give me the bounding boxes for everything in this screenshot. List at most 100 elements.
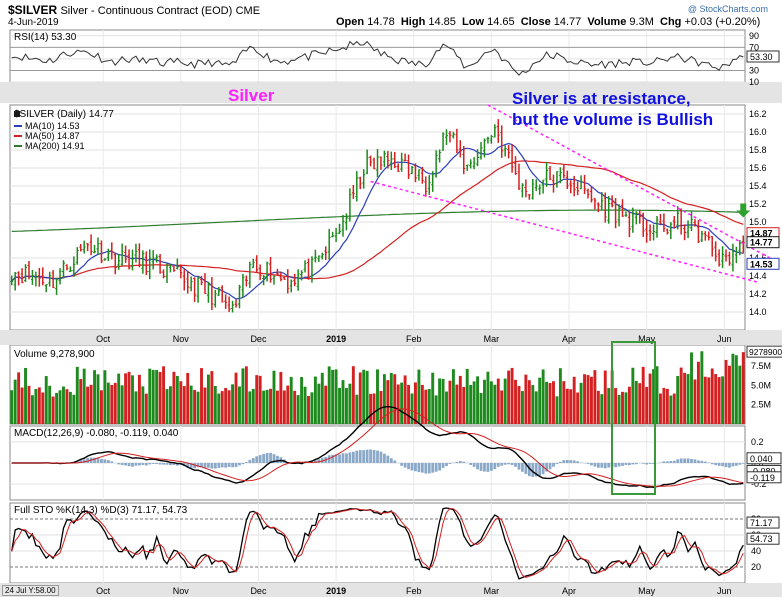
price-bar bbox=[441, 132, 445, 151]
price-bar bbox=[734, 246, 738, 264]
price-bar bbox=[665, 228, 669, 235]
price-bar bbox=[41, 267, 45, 286]
macd-line bbox=[11, 405, 744, 489]
volume-bar bbox=[269, 388, 272, 424]
volume-bar bbox=[403, 375, 407, 424]
volume-bar bbox=[286, 385, 290, 424]
volume-bar bbox=[227, 390, 231, 424]
volume-bar bbox=[358, 372, 362, 424]
price-bar bbox=[348, 188, 352, 222]
price-bar bbox=[179, 264, 183, 279]
macd-histogram-bar bbox=[234, 463, 238, 468]
volume-bar bbox=[534, 391, 538, 424]
macd-histogram-bar bbox=[703, 461, 707, 463]
price-bar bbox=[579, 175, 583, 190]
price-bar bbox=[296, 269, 300, 291]
price-bar bbox=[676, 206, 680, 230]
price-bar bbox=[420, 166, 424, 184]
price-bar bbox=[310, 256, 314, 283]
price-bar bbox=[589, 185, 593, 203]
volume-bar bbox=[189, 385, 193, 424]
price-bar bbox=[320, 252, 324, 260]
resistance-annotation-line2: but the volume is Bullish bbox=[512, 110, 714, 129]
chart-date: 4-Jun-2019 bbox=[8, 17, 59, 28]
price-bar bbox=[514, 156, 518, 175]
macd-histogram-bar bbox=[365, 449, 369, 463]
price-bar bbox=[696, 220, 700, 244]
macd-histogram-bar bbox=[500, 463, 504, 466]
price-bar bbox=[20, 268, 24, 284]
macd-histogram-bar bbox=[731, 463, 735, 467]
volume-bar bbox=[175, 375, 179, 424]
sto-value-tag bbox=[746, 532, 780, 545]
macd-histogram-bar bbox=[645, 463, 649, 465]
volume-bar bbox=[355, 394, 359, 424]
price-bar bbox=[355, 171, 359, 202]
macd-histogram-bar bbox=[438, 463, 441, 471]
price-bar bbox=[351, 184, 355, 199]
price-bar bbox=[690, 211, 694, 231]
price-bar bbox=[200, 276, 204, 286]
price-bar bbox=[407, 154, 411, 179]
close-value: 14.77 bbox=[553, 16, 582, 28]
price-bar bbox=[648, 224, 652, 241]
price-bar bbox=[103, 258, 107, 261]
price-bar bbox=[275, 268, 279, 276]
volume-bar bbox=[10, 390, 14, 424]
macd-histogram-bar bbox=[445, 463, 448, 467]
xaxis-strip-bottom bbox=[0, 583, 782, 597]
volume-bar bbox=[41, 392, 45, 424]
price-bar bbox=[431, 171, 435, 192]
volume-bar bbox=[655, 366, 659, 424]
macd-histogram-bar bbox=[348, 452, 352, 463]
price-bar bbox=[358, 176, 362, 190]
price-bar bbox=[162, 269, 166, 279]
volume-bar bbox=[144, 393, 148, 424]
macd-histogram-bar bbox=[227, 463, 231, 467]
price-bar bbox=[324, 246, 328, 261]
volume-bar bbox=[479, 392, 483, 424]
volume-bar bbox=[624, 392, 628, 424]
volume-bar bbox=[48, 385, 52, 424]
macd-histogram-bar bbox=[134, 463, 138, 466]
macd-histogram-bar bbox=[244, 462, 248, 463]
volume-bar bbox=[700, 351, 704, 424]
volume-bar bbox=[113, 382, 117, 424]
volume-bar bbox=[589, 376, 593, 424]
macd-histogram-bar bbox=[517, 463, 521, 470]
volume-bar bbox=[520, 391, 524, 424]
macd-histogram-bar bbox=[603, 463, 607, 469]
macd-histogram-bar bbox=[614, 463, 617, 468]
price-value-label: 14.77 bbox=[750, 238, 773, 248]
volume-bar bbox=[351, 366, 355, 424]
macd-tick-label: -0.2 bbox=[751, 479, 767, 489]
ohlc-readout: Open 14.78 High 14.85 Low 14.65 Close 14… bbox=[336, 16, 760, 28]
volume-bar bbox=[13, 379, 17, 424]
volume-bar bbox=[696, 361, 700, 424]
x-tick-label: May bbox=[638, 334, 656, 344]
price-value-tag bbox=[746, 236, 780, 249]
macd-histogram-bar bbox=[697, 460, 700, 463]
volume-bar bbox=[527, 380, 531, 424]
price-bar bbox=[669, 222, 673, 240]
volume-bar bbox=[79, 379, 83, 424]
volume-bar bbox=[72, 394, 76, 424]
price-legend-swatch bbox=[14, 111, 20, 117]
volume-bar bbox=[124, 373, 128, 424]
price-bar bbox=[434, 150, 438, 178]
macd-histogram-bar bbox=[158, 463, 162, 465]
volume-bar bbox=[120, 385, 124, 424]
volume-bar bbox=[645, 386, 649, 424]
price-bar bbox=[621, 199, 624, 217]
macd-histogram-bar bbox=[272, 454, 276, 463]
price-bar bbox=[379, 156, 383, 170]
stockcharts-logo: @ StockCharts.com bbox=[687, 4, 768, 14]
x-tick-label: Feb bbox=[406, 334, 422, 344]
volume-bar bbox=[472, 381, 476, 424]
volume-bar bbox=[93, 370, 96, 424]
volume-bar bbox=[27, 385, 31, 424]
price-tick-label: 15.0 bbox=[749, 217, 767, 227]
macd-histogram-bar bbox=[600, 463, 604, 468]
macd-histogram-bar bbox=[472, 463, 476, 467]
volume-tick-label: 5.0M bbox=[751, 380, 771, 390]
